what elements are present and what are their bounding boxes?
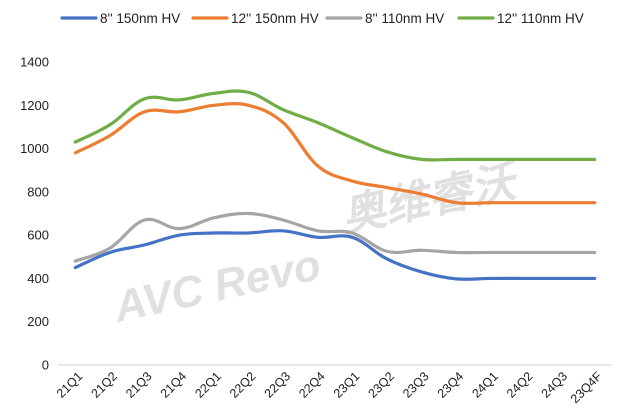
legend: 8'' 150nm HV 12'' 150nm HV 8'' 110nm HV 12'… [60,11,584,26]
x-tick-label: 21Q3 [123,369,155,401]
legend-label: 8'' 150nm HV [100,11,180,26]
x-tick-label: 21Q4 [158,369,190,401]
legend-label: 12'' 150nm HV [231,11,319,26]
y-tick-label: 400 [27,271,49,286]
watermark-latin: AVC Revo [109,240,325,332]
legend-label: 12'' 110nm HV [497,11,584,26]
x-tick-label: 22Q3 [262,369,294,401]
x-tick-label: 24Q3 [539,369,571,401]
legend-label: 8'' 110nm HV [365,11,444,26]
x-tick-label: 22Q1 [192,369,224,401]
x-tick-label: 22Q4 [296,369,328,401]
y-tick-label: 1200 [20,98,49,113]
y-tick-label: 1000 [20,141,49,156]
watermark: AVC Revo 奥维睿沃 [109,156,525,332]
x-tick-label: 23Q2 [366,369,398,401]
x-tick-label: 23Q4 [435,369,467,401]
series-line-3 [73,89,597,162]
x-tick-label: 21Q1 [54,369,86,401]
series-line-1 [73,102,597,205]
series-line-0 [73,229,597,281]
x-axis: 21Q1 21Q2 21Q3 21Q4 22Q1 22Q2 22Q3 22Q4 23Q1 23Q2… [54,369,605,406]
x-tick-label: 23Q4F [568,369,605,406]
x-tick-label: 23Q1 [331,369,363,401]
x-tick-label: 21Q2 [89,369,121,401]
y-tick-label: 800 [27,184,49,199]
series-line-2 [73,211,597,263]
series-lines [73,89,597,281]
x-tick-label: 23Q3 [400,369,432,401]
watermark-chinese: 奥维睿沃 [337,156,525,242]
y-tick-label: 200 [27,314,49,329]
x-tick-label: 24Q2 [504,369,536,401]
y-axis: 0 200 400 600 800 1000 1200 1400 [20,55,49,373]
y-tick-label: 1400 [20,55,49,70]
y-tick-label: 0 [42,358,49,373]
x-tick-label: 24Q1 [469,369,501,401]
y-tick-label: 600 [27,228,49,243]
x-tick-label: 22Q2 [227,369,259,401]
